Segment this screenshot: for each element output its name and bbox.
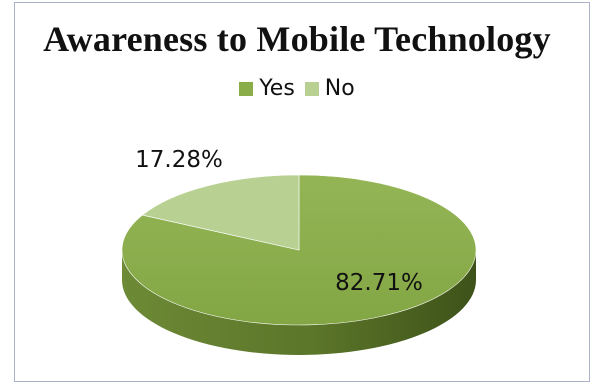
legend-item-no: No — [304, 76, 355, 101]
chart-title: Awareness to Mobile Technology — [43, 19, 551, 59]
legend-item-yes: Yes — [239, 76, 295, 101]
data-label-no: 17.28% — [135, 147, 223, 173]
legend-label-yes: Yes — [259, 76, 295, 101]
legend-swatch-yes — [239, 81, 254, 96]
label-group: 82.71% 17.28% — [135, 147, 423, 296]
legend-label-no: No — [324, 76, 355, 101]
pie-side-wall — [122, 250, 476, 355]
pie-group — [121, 174, 477, 355]
legend-swatch-no — [304, 81, 319, 96]
pie-slice-no — [141, 174, 300, 251]
data-label-yes: 82.71% — [335, 270, 423, 296]
chart-legend: Yes No — [0, 76, 594, 101]
